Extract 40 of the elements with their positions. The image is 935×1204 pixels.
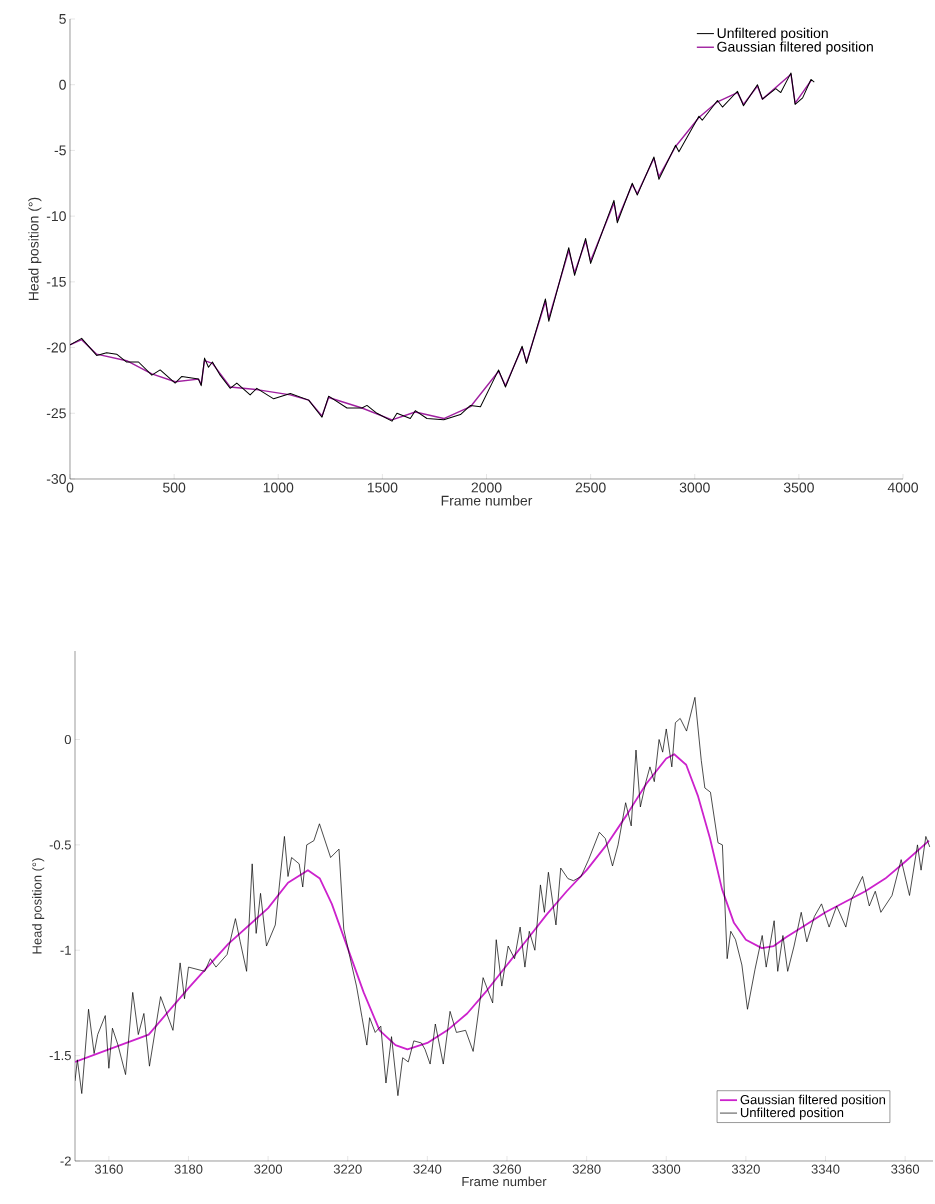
y-tick-label: -5 [54, 145, 66, 156]
x-tick-label: 3240 [413, 1164, 442, 1174]
x-tick-label: 3000 [679, 482, 710, 493]
legend-label: Gaussian filtered position [717, 41, 873, 55]
y-axis-title: Head position (°) [28, 197, 42, 301]
x-tick-label: 3180 [174, 1164, 203, 1174]
x-tick-label: 3320 [731, 1164, 760, 1174]
x-tick-label: 2500 [575, 482, 606, 493]
x-tick-label: 3360 [891, 1164, 920, 1174]
x-tick-label: 3500 [783, 482, 814, 493]
y-tick-label: 0 [64, 734, 71, 745]
legend-label: Unfiltered position [717, 27, 828, 41]
x-tick-label: 1000 [263, 482, 294, 493]
x-tick-label: 500 [163, 482, 186, 493]
y-tick-label: -20 [46, 342, 66, 353]
y-tick-label: -10 [46, 211, 66, 222]
y-tick-label: -15 [46, 276, 66, 287]
x-tick-label: 3300 [652, 1164, 681, 1174]
legend-label: Gaussian filtered position [740, 1094, 886, 1107]
x-tick-label: 1500 [367, 482, 398, 493]
y-tick-label: -2 [60, 1156, 71, 1166]
y-tick-label: -25 [46, 408, 66, 419]
y-tick-label: -0.5 [49, 840, 71, 850]
y-tick-label: 0 [59, 79, 66, 90]
x-tick-label: 3200 [254, 1164, 283, 1174]
x-axis-title: Frame number [441, 495, 533, 506]
x-tick-label: 3220 [333, 1164, 362, 1174]
x-tick-label: 3280 [572, 1164, 601, 1174]
x-tick-label: 2000 [471, 482, 502, 493]
legend-label: Unfiltered position [740, 1107, 844, 1120]
x-axis-title: Frame number [462, 1176, 547, 1187]
y-tick-label: -1.5 [49, 1051, 71, 1061]
y-tick-label: -30 [46, 474, 66, 484]
x-tick-label: 3260 [493, 1164, 521, 1174]
y-axis-title: Head position (°) [32, 858, 45, 954]
y-tick-label: 5 [59, 14, 66, 24]
x-tick-label: 3160 [94, 1164, 123, 1174]
x-tick-label: 4000 [887, 482, 919, 493]
y-tick-label: -1 [60, 945, 71, 955]
x-tick-label: 3340 [811, 1164, 840, 1174]
